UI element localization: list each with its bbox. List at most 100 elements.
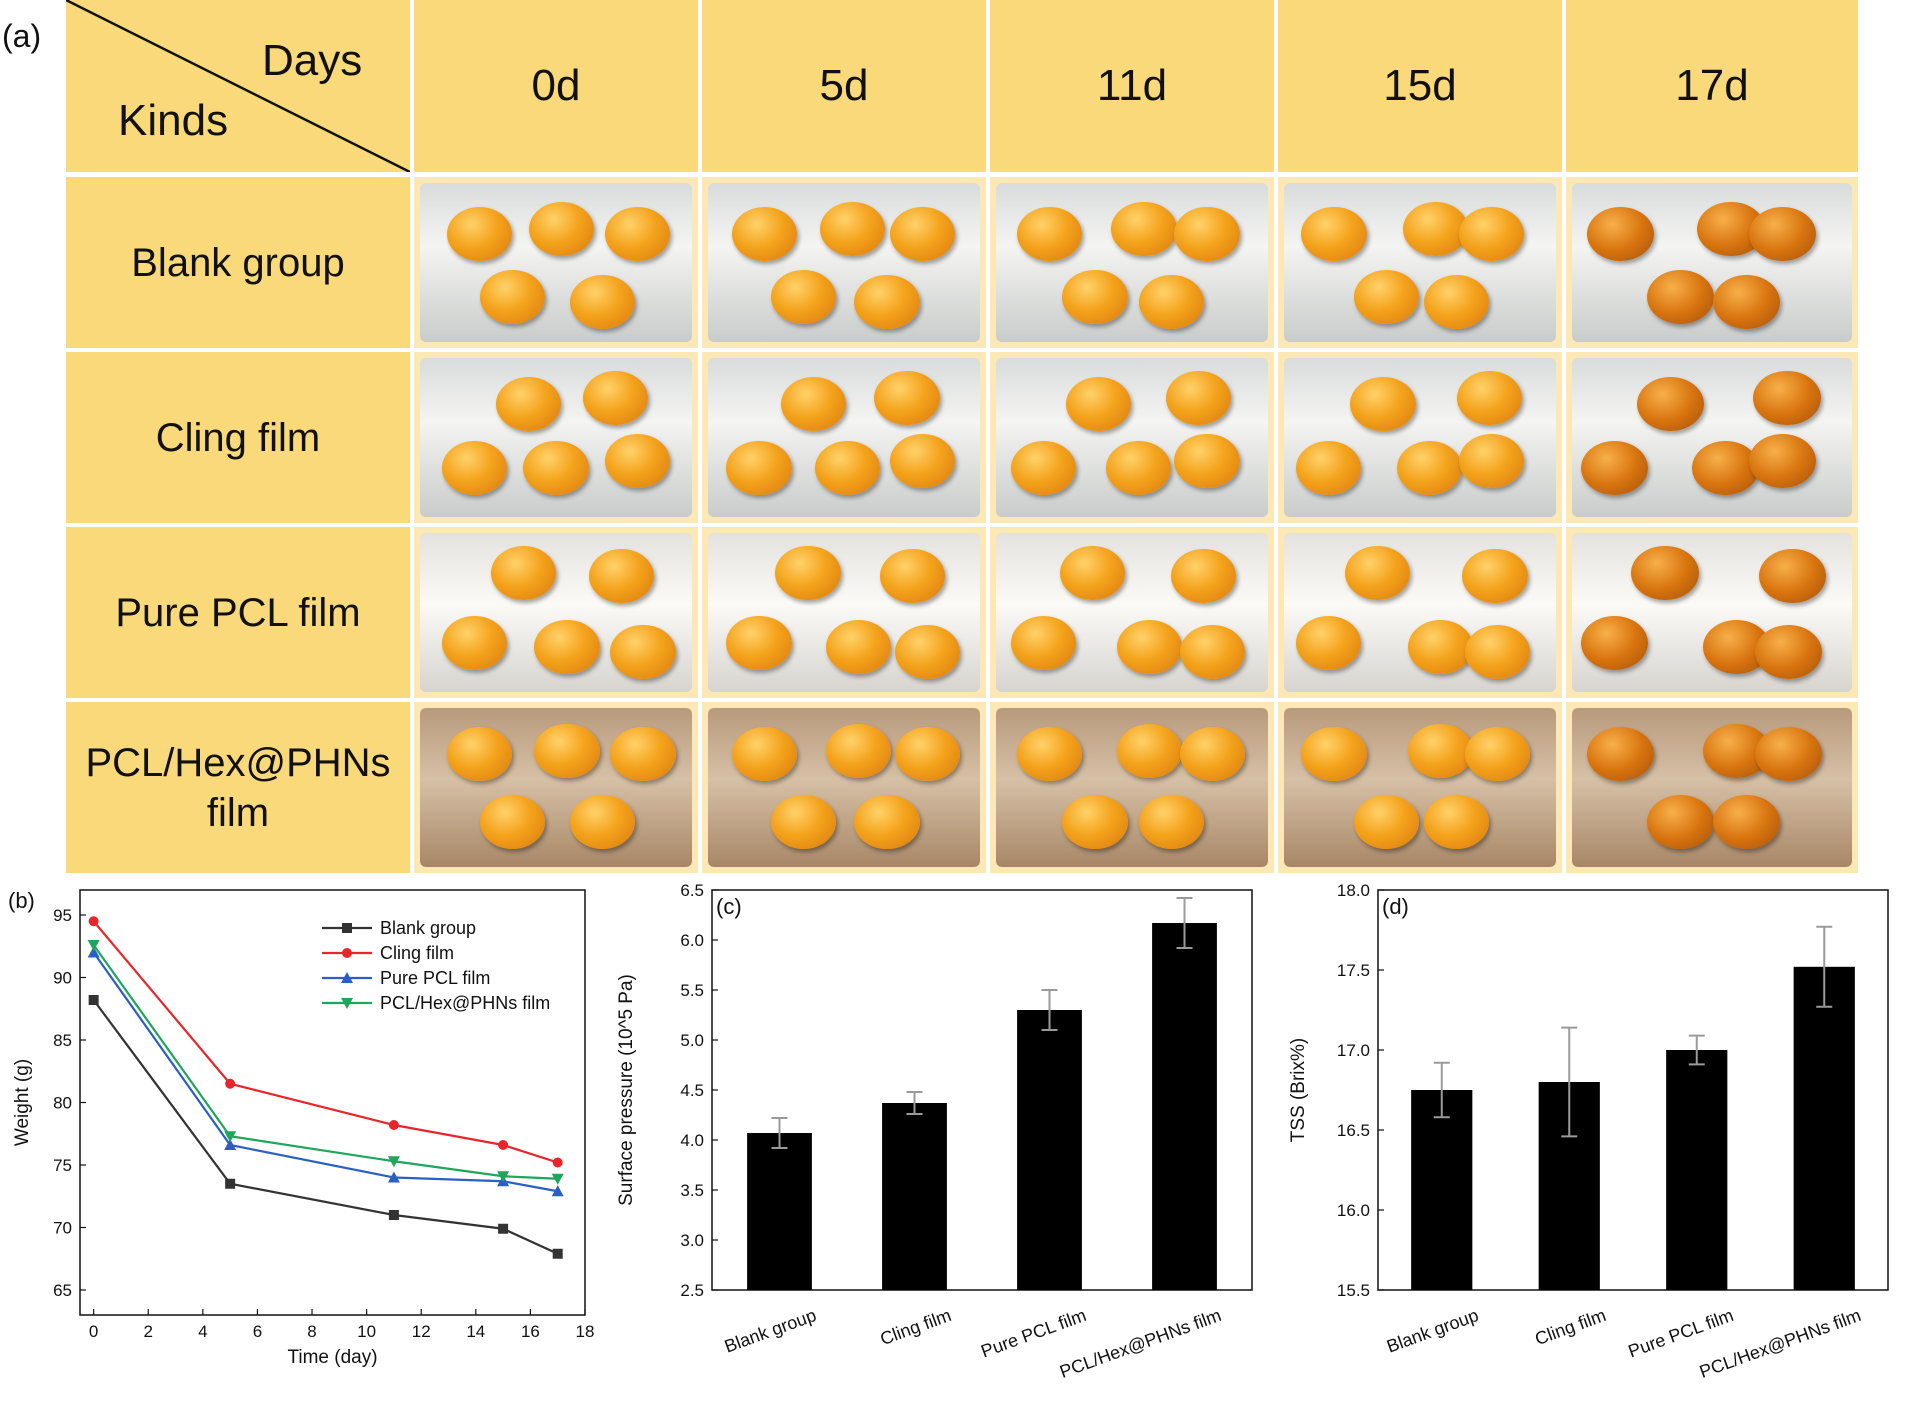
data-point (225, 1178, 236, 1189)
loquat-fruit (814, 440, 880, 495)
y-tick-label: 2.5 (680, 1281, 704, 1300)
category-label: Pure PCL film (1626, 1305, 1737, 1362)
loquat-fruit (1748, 206, 1817, 261)
loquat-fruit (1423, 275, 1490, 330)
loquat-fruit (731, 727, 798, 782)
loquat-fruit (569, 275, 635, 330)
loquat-fruit (1353, 270, 1419, 325)
loquat-fruit (441, 440, 508, 495)
kind-label-line2: film (206, 790, 270, 835)
fruit-photo-r0-c1 (702, 177, 986, 348)
bar (882, 1103, 947, 1290)
loquat-fruit (1691, 440, 1760, 495)
day-header-0: 0d (414, 0, 698, 172)
loquat-fruit (726, 615, 792, 670)
loquat-fruit (610, 625, 676, 680)
fruit-photo-r1-c2 (990, 352, 1274, 523)
y-tick-label: 3.5 (680, 1181, 704, 1200)
loquat-fruit (1456, 370, 1523, 425)
loquat-fruit (854, 275, 920, 330)
loquat-fruit (879, 548, 946, 603)
x-tick-label: 16 (521, 1322, 540, 1341)
y-tick-label: 65 (53, 1281, 72, 1300)
tray (1572, 708, 1852, 867)
tray (1284, 358, 1556, 517)
loquat-fruit (731, 206, 798, 261)
loquat-fruit (1174, 206, 1240, 261)
loquat-fruit (771, 270, 837, 325)
loquat-fruit (1165, 370, 1231, 425)
tray (1572, 533, 1852, 692)
data-point (225, 1078, 236, 1089)
day-header-1: 5d (702, 0, 986, 172)
loquat-fruit (1423, 795, 1490, 850)
loquat-fruit (1631, 545, 1699, 600)
y-tick-label: 85 (53, 1031, 72, 1050)
loquat-fruit (1759, 548, 1827, 603)
fruit-photo-r1-c0 (414, 352, 698, 523)
y-tick-label: 3.0 (680, 1231, 704, 1250)
loquat-fruit (1295, 440, 1362, 495)
loquat-fruit (1353, 795, 1419, 850)
tray (708, 358, 980, 517)
loquat-fruit (534, 620, 600, 675)
loquat-fruit (1116, 620, 1183, 675)
bar (1666, 1050, 1728, 1290)
tray (996, 533, 1268, 692)
x-axis-label: Time (day) (287, 1347, 377, 1368)
loquat-fruit (1011, 440, 1077, 495)
loquat-fruit (874, 370, 940, 425)
kind-label-cling: Cling film (66, 352, 410, 523)
loquat-fruit (771, 795, 837, 850)
loquat-fruit (447, 206, 513, 261)
loquat-fruit (1647, 270, 1715, 325)
loquat-fruit (1408, 723, 1474, 778)
legend-entry: Cling film (380, 943, 454, 963)
loquat-fruit (1636, 377, 1705, 432)
legend-marker (342, 923, 352, 933)
fruit-photo-r2-c3 (1278, 527, 1562, 698)
loquat-fruit (1139, 275, 1205, 330)
y-tick-label: 5.0 (680, 1031, 704, 1050)
category-label: Blank group (722, 1305, 819, 1357)
loquat-fruit (1171, 548, 1237, 603)
loquat-fruit (479, 270, 546, 325)
fruit-photo-r2-c1 (702, 527, 986, 698)
y-tick-label: 4.0 (680, 1131, 704, 1150)
kind-label-pcl: Pure PCL film (66, 527, 410, 698)
kind-label-line1: Pure PCL film (115, 590, 361, 635)
loquat-fruit (1402, 202, 1468, 257)
panel-b-label: (b) (8, 888, 35, 913)
corner-header-cell: Days Kinds (66, 0, 410, 172)
data-point (87, 946, 100, 958)
loquat-fruit (534, 723, 600, 778)
loquat-fruit (1295, 615, 1362, 670)
series-line (92, 999, 559, 1255)
y-tick-label: 75 (53, 1156, 72, 1175)
bar (747, 1133, 812, 1290)
data-point (88, 995, 99, 1005)
loquat-fruit (775, 545, 841, 600)
loquat-fruit (1754, 625, 1822, 680)
loquat-fruit (528, 202, 595, 257)
data-point (551, 1173, 564, 1185)
panel-label: (c) (716, 894, 742, 919)
loquat-fruit (1586, 206, 1654, 261)
loquat-fruit (1179, 727, 1246, 782)
plot-frame (1377, 889, 1889, 1291)
kind-label-pcl-hex: PCL/Hex@PHNs film (66, 702, 410, 873)
loquat-fruit (780, 377, 847, 432)
tray (996, 708, 1268, 867)
x-tick-label: 2 (144, 1322, 153, 1341)
x-tick-label: 14 (466, 1322, 485, 1341)
kind-label-line1: Cling film (155, 415, 321, 460)
category-label: Blank group (1384, 1305, 1481, 1357)
bar (1411, 1090, 1473, 1290)
tray (1284, 533, 1556, 692)
loquat-fruit (825, 723, 891, 778)
x-tick-label: 6 (253, 1322, 262, 1341)
tray (1284, 183, 1556, 342)
y-tick-label: 6.5 (680, 881, 704, 900)
legend-entry: Pure PCL film (380, 968, 490, 988)
y-tick-label: 95 (53, 906, 72, 925)
